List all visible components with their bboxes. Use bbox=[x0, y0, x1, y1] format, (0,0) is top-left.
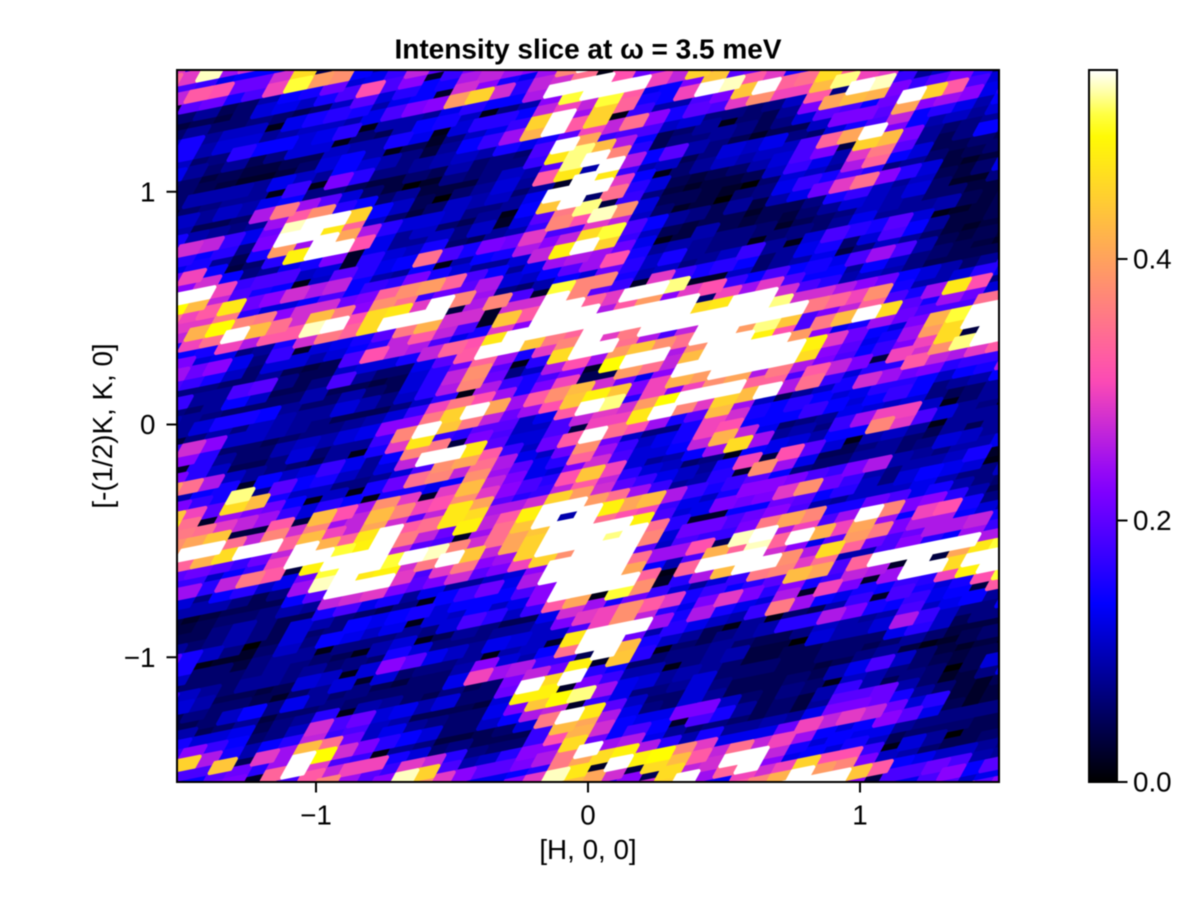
svg-text:0: 0 bbox=[580, 800, 595, 831]
svg-text:0: 0 bbox=[140, 409, 155, 440]
svg-text:1: 1 bbox=[852, 800, 867, 831]
svg-text:−1: −1 bbox=[124, 642, 156, 673]
svg-text:[H, 0, 0]: [H, 0, 0] bbox=[539, 834, 636, 865]
svg-text:Intensity slice at ω = 3.5 meV: Intensity slice at ω = 3.5 meV bbox=[394, 33, 781, 64]
svg-text:0.2: 0.2 bbox=[1133, 505, 1172, 536]
svg-text:1: 1 bbox=[140, 176, 155, 207]
svg-text:−1: −1 bbox=[300, 800, 332, 831]
svg-text:0.4: 0.4 bbox=[1133, 244, 1172, 275]
svg-text:0.0: 0.0 bbox=[1133, 767, 1172, 798]
svg-text:[-(1/2)K, K, 0]: [-(1/2)K, K, 0] bbox=[87, 343, 118, 508]
